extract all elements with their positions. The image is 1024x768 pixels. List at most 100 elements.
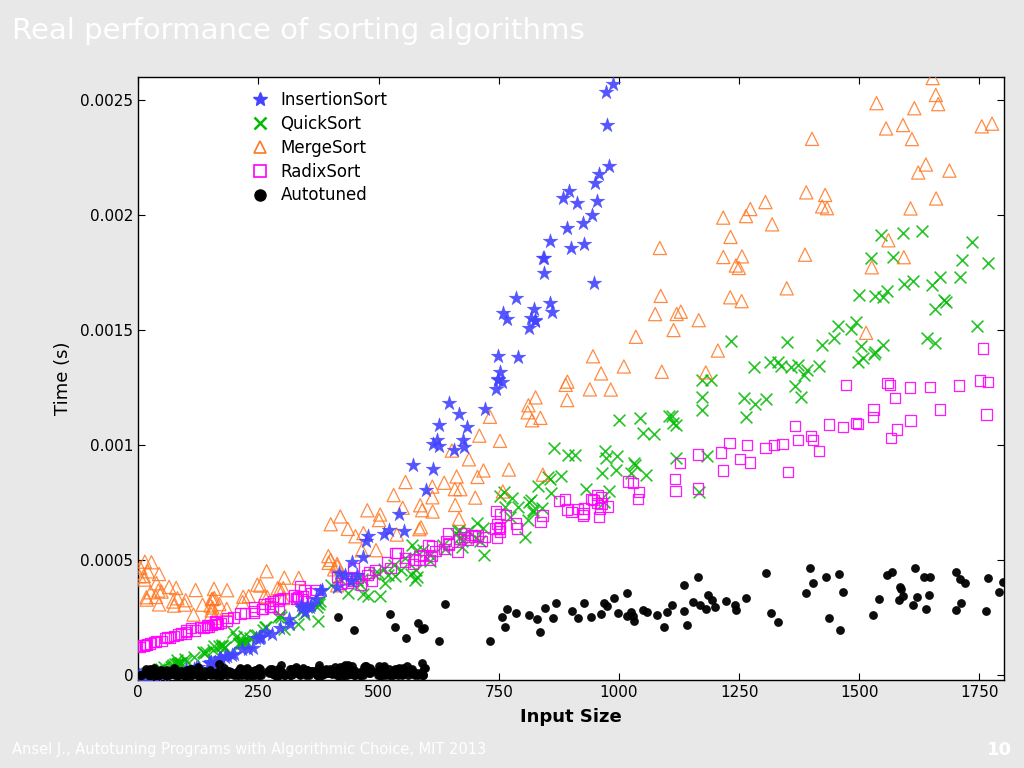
Point [138, 669, 155, 681]
Point [517, 531, 534, 543]
Point [649, 608, 666, 621]
Point [208, 615, 224, 627]
Point [190, 669, 207, 681]
Point [521, 495, 538, 508]
Point [189, 664, 206, 676]
Point [389, 528, 406, 541]
Point [534, 502, 550, 514]
Point [293, 599, 309, 611]
Point [321, 550, 337, 562]
Point [728, 260, 744, 272]
Point [587, 276, 603, 289]
Point [732, 453, 749, 465]
Point [463, 528, 479, 541]
Point [212, 652, 228, 664]
Point [690, 449, 707, 461]
Point [401, 666, 418, 678]
Point [303, 665, 319, 677]
Point [471, 429, 487, 442]
Point [589, 497, 605, 509]
Point [201, 657, 217, 669]
Point [522, 494, 539, 506]
Point [467, 531, 483, 544]
Point [693, 391, 710, 403]
Point [707, 601, 723, 613]
Point [601, 485, 617, 497]
Point [630, 493, 646, 505]
Point [731, 262, 748, 274]
Point [326, 563, 342, 575]
Point [524, 504, 541, 516]
Point [347, 666, 364, 678]
Point [881, 234, 897, 247]
Point [416, 621, 432, 634]
Point [664, 598, 680, 611]
Point [258, 565, 274, 578]
Point [721, 437, 737, 449]
Point [216, 641, 232, 654]
Point [304, 664, 321, 677]
Point [226, 667, 243, 680]
Point [651, 242, 668, 254]
Point [927, 337, 943, 349]
Point [252, 666, 268, 678]
Point [148, 668, 165, 680]
Point [562, 242, 579, 254]
Point [553, 470, 569, 482]
Point [930, 22, 946, 34]
Point [510, 350, 526, 362]
Point [431, 419, 447, 432]
Point [396, 525, 413, 537]
Point [249, 629, 265, 641]
Point [330, 667, 346, 680]
Point [238, 607, 254, 619]
Point [589, 195, 605, 207]
Point [137, 639, 154, 651]
Point [974, 121, 990, 133]
Point [595, 495, 611, 508]
Point [140, 668, 157, 680]
Point [256, 598, 272, 611]
Point [969, 319, 985, 332]
Point [251, 662, 267, 674]
Point [459, 421, 475, 433]
Point [296, 608, 312, 621]
Point [804, 133, 820, 145]
Point [896, 278, 912, 290]
Point [169, 592, 185, 604]
Point [713, 446, 729, 458]
Point [269, 582, 286, 594]
Point [786, 380, 803, 392]
Point [874, 339, 891, 352]
Point [639, 605, 655, 617]
Point [615, 360, 632, 372]
Point [422, 554, 438, 567]
Point [316, 667, 333, 680]
Point [346, 624, 362, 636]
Point [412, 523, 428, 535]
Point [521, 322, 538, 334]
Point [205, 644, 221, 657]
Point [166, 630, 182, 642]
Point [489, 374, 506, 386]
Point [269, 611, 286, 623]
Point [286, 589, 302, 601]
Point [178, 654, 195, 667]
Point [332, 510, 348, 522]
Point [366, 568, 382, 580]
Point [938, 296, 954, 308]
Point [334, 667, 350, 679]
Point [195, 598, 211, 611]
Text: 10: 10 [987, 740, 1012, 759]
Point [742, 203, 759, 215]
Point [430, 634, 446, 647]
Point [275, 669, 292, 681]
Point [381, 667, 397, 680]
Point [183, 621, 200, 634]
Point [245, 642, 261, 654]
Point [585, 350, 601, 362]
Point [313, 667, 330, 680]
Point [239, 661, 255, 674]
Point [882, 379, 898, 391]
Point [346, 667, 362, 679]
